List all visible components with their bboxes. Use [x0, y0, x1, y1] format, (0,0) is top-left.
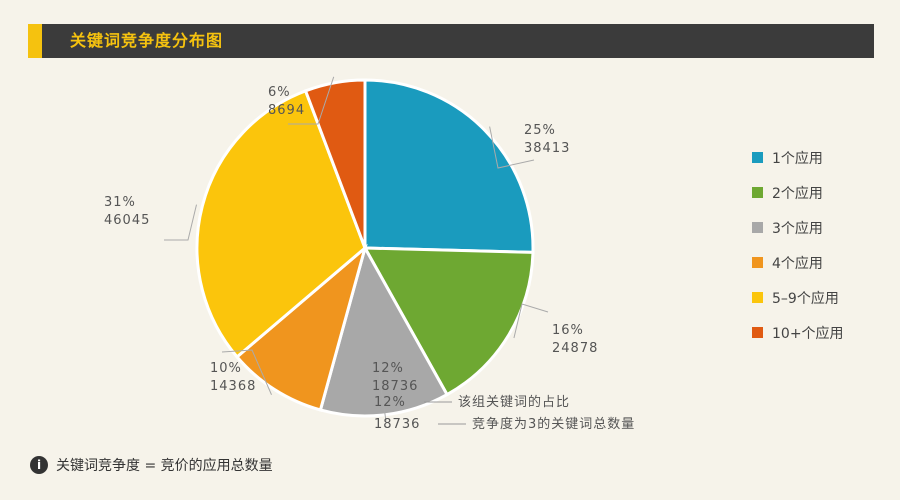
pie-slice [303, 78, 367, 249]
legend-label: 3个应用 [772, 220, 823, 237]
annotation-count-example: 18736 [374, 417, 420, 432]
slice-percent-label: 10% [210, 361, 242, 376]
slice-count-label: 14368 [210, 379, 256, 394]
legend-swatch [752, 292, 763, 303]
footnote-text: 关键词竞争度 = 竞价的应用总数量 [56, 458, 273, 474]
pie-slice [363, 78, 535, 254]
info-icon: i [30, 456, 48, 474]
footnote: i 关键词竞争度 = 竞价的应用总数量 [30, 455, 273, 475]
chart-header: 关键词竞争度分布图 [28, 24, 874, 58]
legend-swatch [752, 152, 763, 163]
slice-count-label: 24878 [552, 341, 598, 356]
legend-swatch [752, 257, 763, 268]
slice-percent-label: 25% [524, 123, 556, 138]
pie-slice [234, 243, 368, 412]
slice-percent-label: 6% [268, 85, 291, 100]
slice-count-label: 46045 [104, 213, 150, 228]
legend-label: 4个应用 [772, 255, 823, 272]
slice-count-label: 8694 [268, 103, 305, 118]
legend-swatch [752, 187, 763, 198]
pie-slice [362, 246, 535, 397]
pie-slice [195, 88, 367, 359]
slice-count-label: 38413 [524, 141, 570, 156]
annotation-percent-example: 12% [374, 395, 406, 410]
leader-line [377, 367, 387, 421]
legend-label: 2个应用 [772, 185, 823, 202]
slice-percent-label: 31% [104, 195, 136, 210]
legend-swatch [752, 222, 763, 233]
legend-label: 10+个应用 [772, 325, 844, 342]
leader-line [513, 303, 549, 339]
leader-line [164, 204, 197, 241]
slice-percent-label: 16% [552, 323, 584, 338]
leader-line [489, 126, 535, 169]
slice-count-label: 18736 [372, 379, 418, 394]
annotation-percent-desc: 该组关键词的占比 [458, 394, 570, 410]
slice-percent-label: 12% [372, 361, 404, 376]
legend-label: 5–9个应用 [772, 290, 839, 307]
legend-label: 1个应用 [772, 150, 823, 167]
leader-line [221, 349, 272, 395]
leader-line [288, 76, 335, 125]
header-accent-bar [28, 24, 42, 58]
legend-swatch [752, 327, 763, 338]
annotation-count-desc: 竞争度为3的关键词总数量 [472, 416, 635, 432]
chart-title: 关键词竞争度分布图 [70, 31, 224, 50]
